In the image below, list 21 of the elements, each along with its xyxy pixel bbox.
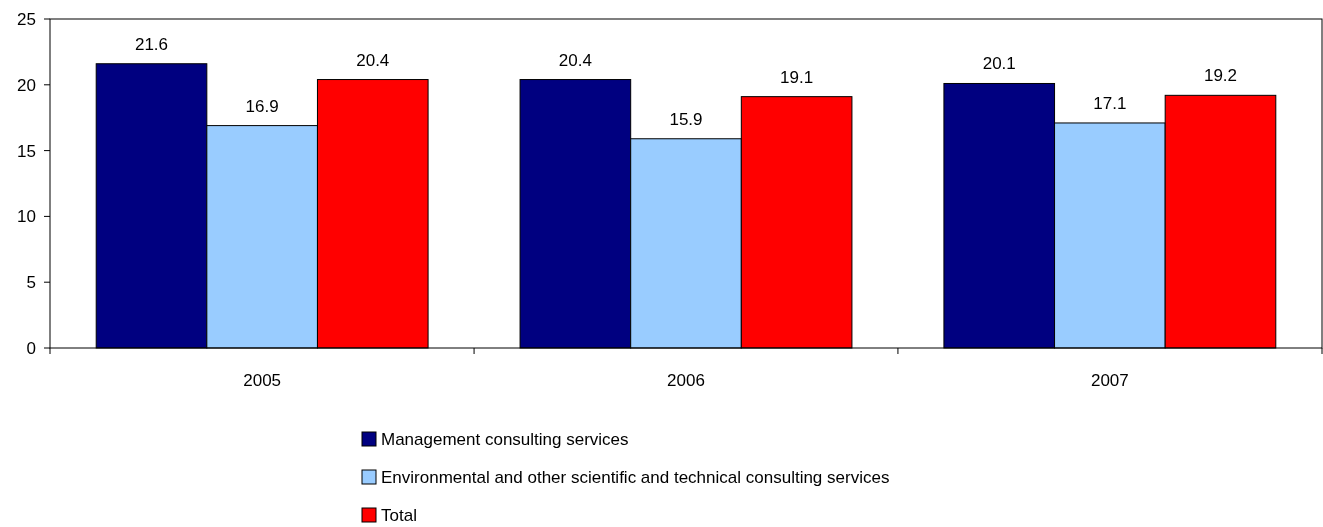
y-tick-label: 5	[26, 273, 36, 293]
data-label: 16.9	[245, 96, 279, 116]
y-tick-label: 0	[26, 338, 36, 358]
data-label: 19.1	[780, 67, 814, 87]
legend-label: Management consulting services	[381, 430, 629, 449]
y-tick-label: 25	[17, 9, 36, 29]
data-label: 20.4	[356, 50, 390, 70]
data-label: 20.4	[558, 50, 592, 70]
data-label: 17.1	[1093, 93, 1127, 113]
x-tick-label: 2005	[243, 371, 282, 390]
legend-label: Environmental and other scientific and technical consulting services	[381, 468, 890, 487]
y-tick-label: 10	[17, 207, 36, 227]
data-label: 21.6	[134, 34, 169, 54]
data-label: 20.1	[982, 54, 1016, 74]
x-tick-label: 2006	[667, 371, 705, 390]
data-label: 19.2	[1203, 66, 1238, 86]
x-tick-label: 2007	[1090, 371, 1129, 390]
y-tick-label: 15	[17, 141, 36, 161]
legend-label: Total	[381, 506, 417, 525]
y-tick-label: 20	[17, 75, 36, 95]
data-label: 15.9	[669, 109, 703, 129]
